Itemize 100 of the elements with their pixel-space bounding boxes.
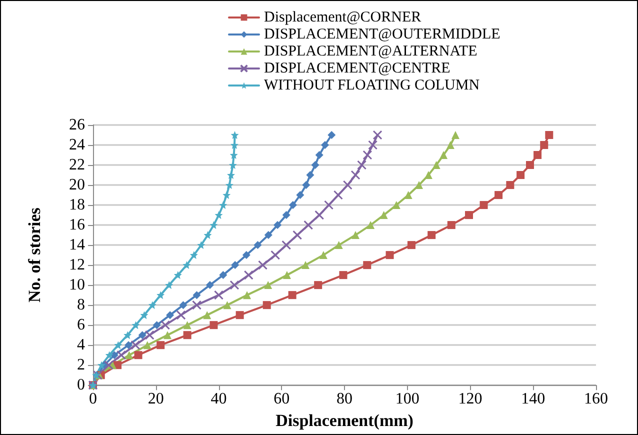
point [254, 241, 262, 250]
x-tick-label: 20 [148, 390, 164, 408]
point [274, 221, 282, 230]
y-tick-label: 26 [69, 116, 85, 134]
point [328, 131, 336, 140]
point [306, 171, 314, 180]
point [516, 171, 525, 180]
point [321, 141, 330, 150]
point [526, 161, 534, 170]
point [366, 221, 375, 230]
x-tick-label: 140 [521, 390, 546, 408]
point [545, 131, 554, 140]
y-tick-label: 10 [69, 276, 85, 294]
point [231, 261, 240, 270]
point [494, 191, 503, 200]
point [156, 341, 165, 350]
point [130, 340, 140, 350]
y-tick-label: 4 [77, 336, 85, 354]
point [288, 201, 297, 210]
point [324, 200, 334, 210]
y-tick-label: 6 [77, 316, 85, 334]
point [206, 281, 214, 290]
point [242, 251, 250, 260]
y-tick-label: 18 [69, 196, 85, 214]
point [350, 170, 360, 180]
point [368, 140, 378, 150]
y-tick-label: 8 [77, 296, 85, 314]
x-tick-label: 100 [395, 390, 420, 408]
point [282, 240, 292, 250]
point [264, 231, 272, 240]
point [203, 311, 212, 320]
point [362, 150, 372, 160]
point [304, 220, 314, 230]
point [219, 271, 228, 280]
point [262, 301, 271, 310]
point [464, 211, 473, 220]
point [333, 190, 343, 200]
point [506, 181, 514, 190]
point [428, 231, 436, 240]
point [124, 331, 132, 340]
x-tick-label: 80 [336, 390, 352, 408]
point [219, 201, 228, 210]
point [225, 181, 234, 190]
point [264, 281, 272, 290]
point [166, 311, 174, 320]
legend-label: WITHOUT FLOATING COLUMN [264, 78, 480, 94]
point [227, 171, 236, 180]
x-tick-label: 60 [274, 390, 290, 408]
point [282, 271, 291, 280]
y-tick-label: 2 [77, 356, 85, 374]
point [228, 161, 237, 170]
point [152, 321, 161, 330]
point [165, 281, 174, 290]
point [222, 191, 231, 200]
x-tick-label: 120 [458, 390, 482, 408]
y-tick-label: 16 [69, 216, 85, 234]
legend-label: DISPLACEMENT@ALTERNATE [264, 44, 478, 60]
y-tick-label: 24 [69, 136, 85, 154]
x-tick-label: 160 [584, 390, 608, 408]
point [132, 321, 140, 330]
point [116, 350, 126, 360]
point [214, 290, 224, 300]
y-tick-label: 20 [69, 176, 85, 194]
point [124, 341, 133, 350]
point [372, 130, 382, 140]
y-tick-label: 0 [77, 376, 85, 394]
point [214, 211, 223, 220]
point [134, 351, 142, 360]
point [357, 160, 367, 170]
point [97, 361, 106, 370]
point [534, 151, 542, 160]
point [407, 241, 416, 250]
point [164, 331, 172, 340]
point [282, 211, 290, 220]
point [314, 281, 322, 290]
point [179, 301, 188, 310]
point [236, 311, 244, 320]
point [105, 351, 114, 360]
y-tick-label: 12 [69, 256, 85, 274]
point [174, 271, 182, 280]
point [380, 211, 388, 220]
point [334, 241, 343, 250]
point [319, 251, 328, 260]
point [140, 311, 148, 320]
point [288, 291, 296, 300]
point [110, 351, 118, 360]
point [192, 300, 202, 310]
point [144, 330, 154, 340]
point [296, 191, 304, 200]
point [156, 291, 165, 300]
point [352, 231, 360, 240]
x-tick-label: 40 [210, 390, 227, 408]
y-axis-title: No. of stories [25, 207, 44, 303]
point [197, 241, 206, 250]
point [190, 251, 198, 260]
point [210, 221, 218, 230]
point [386, 251, 394, 260]
point [230, 131, 239, 140]
point [182, 261, 191, 270]
point [258, 260, 268, 270]
